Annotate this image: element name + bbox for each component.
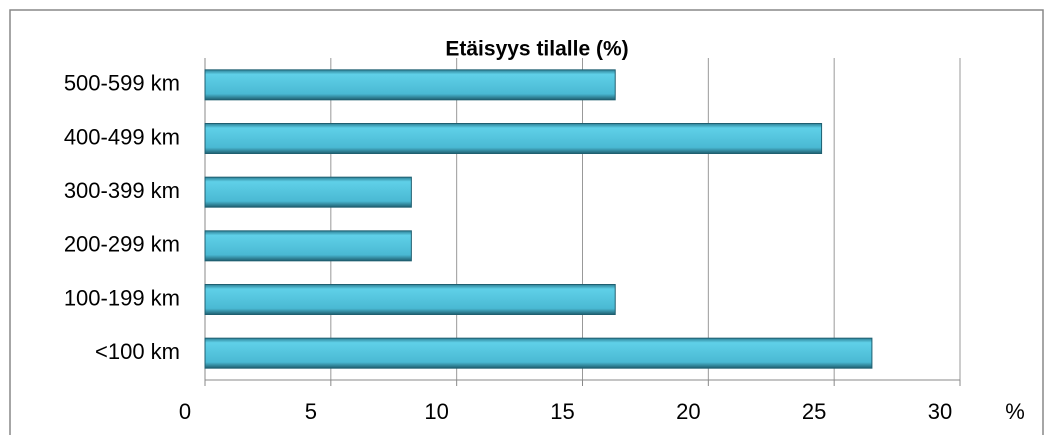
x-tick-label: 10 xyxy=(424,399,448,424)
x-tick-label: 0 xyxy=(179,399,191,424)
bar xyxy=(204,123,823,154)
x-tick-label: 20 xyxy=(676,399,700,424)
y-tick-label: 200-299 km xyxy=(64,232,180,257)
y-tick-label: <100 km xyxy=(95,339,180,364)
y-tick-label: 100-199 km xyxy=(64,285,180,310)
chart-border xyxy=(9,9,1044,435)
x-tick-label: 25 xyxy=(802,399,826,424)
y-tick-label: 400-499 km xyxy=(64,124,180,149)
x-tick-label: 15 xyxy=(550,399,574,424)
bar xyxy=(204,69,616,101)
bar xyxy=(204,230,412,262)
x-tick-label: 30 xyxy=(928,399,952,424)
bar xyxy=(204,337,873,369)
chart-title: Etäisyys tilalle (%) xyxy=(445,38,628,61)
x-axis-label: % xyxy=(1005,399,1025,424)
bar xyxy=(204,176,412,208)
bar xyxy=(204,284,616,315)
y-tick-label: 300-399 km xyxy=(64,178,180,203)
y-tick-label: 500-599 km xyxy=(64,71,180,96)
x-tick-label: 5 xyxy=(305,399,317,424)
